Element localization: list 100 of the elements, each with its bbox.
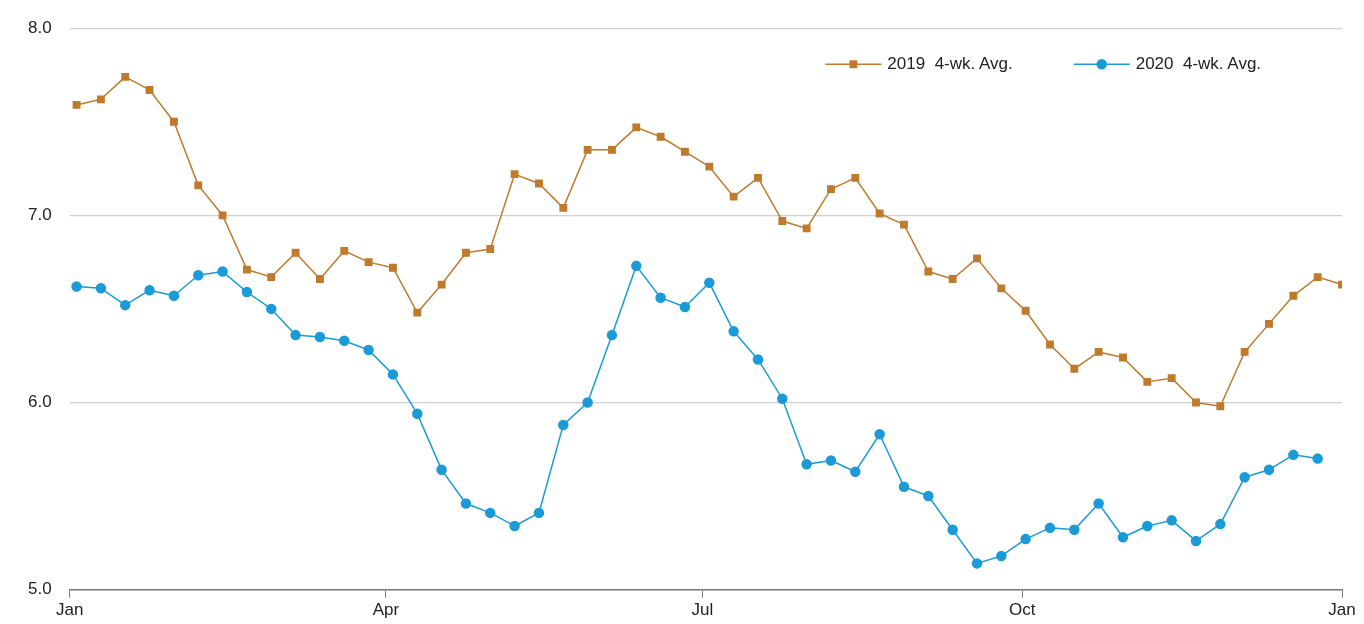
point — [1239, 472, 1250, 483]
point — [71, 281, 82, 292]
point — [997, 284, 1006, 293]
point — [193, 269, 204, 281]
point — [120, 299, 131, 311]
point — [1263, 464, 1275, 476]
point — [802, 224, 811, 233]
point — [460, 498, 472, 509]
point — [389, 263, 397, 272]
point — [947, 524, 958, 535]
point — [314, 331, 326, 343]
point — [898, 481, 910, 492]
point — [340, 246, 349, 255]
point — [145, 86, 154, 94]
point — [778, 217, 787, 225]
point — [486, 245, 495, 253]
point — [729, 192, 738, 201]
legend-label: 2019 4-wk. Avg. — [887, 53, 1013, 73]
legend-label: 2020 4-wk. Avg. — [1135, 53, 1262, 73]
point — [1192, 398, 1200, 407]
point — [705, 162, 714, 171]
point — [681, 147, 689, 156]
point — [1020, 533, 1031, 545]
point — [290, 329, 301, 341]
y-tick-label: 8.0 — [27, 17, 52, 37]
point — [1240, 348, 1249, 356]
point — [144, 284, 155, 296]
point — [169, 117, 178, 126]
point — [316, 275, 324, 283]
y-tick-label: 5.0 — [27, 579, 52, 599]
point — [1216, 402, 1225, 411]
point — [462, 248, 470, 257]
point — [874, 429, 885, 440]
point — [1119, 353, 1127, 362]
point — [533, 507, 545, 519]
point — [679, 301, 691, 313]
point — [1069, 524, 1080, 535]
point — [996, 550, 1007, 562]
point — [485, 507, 496, 519]
point — [827, 185, 835, 194]
point — [1289, 291, 1298, 300]
point — [1070, 364, 1079, 373]
point — [851, 173, 860, 182]
y-tick-label: 7.0 — [27, 205, 52, 225]
point — [875, 209, 884, 218]
point — [1093, 498, 1104, 509]
x-tick-label: Apr — [372, 600, 400, 620]
x-tick-label: Jul — [691, 600, 714, 620]
point — [1312, 453, 1323, 464]
point — [72, 100, 81, 109]
point — [218, 211, 227, 220]
x-tick-label: Jan — [55, 600, 84, 620]
point — [583, 145, 592, 154]
point — [121, 72, 130, 81]
point — [1143, 377, 1152, 386]
point — [1117, 531, 1129, 543]
point — [631, 260, 642, 272]
point — [364, 258, 373, 267]
point — [412, 408, 423, 419]
point — [291, 248, 300, 257]
point — [243, 265, 251, 274]
point — [608, 145, 616, 154]
point — [387, 369, 399, 380]
point — [436, 464, 447, 476]
point — [217, 266, 228, 277]
point — [923, 490, 934, 502]
point — [704, 277, 715, 288]
point — [801, 458, 812, 470]
point — [437, 280, 446, 289]
point — [535, 179, 543, 188]
point — [606, 329, 618, 341]
point — [1021, 306, 1030, 315]
point — [168, 290, 180, 302]
point — [1046, 340, 1054, 349]
point — [1142, 520, 1153, 532]
point — [558, 419, 569, 431]
point — [1166, 515, 1177, 526]
point — [582, 397, 593, 408]
point — [655, 292, 666, 303]
point — [509, 520, 520, 532]
point — [559, 203, 568, 212]
point — [825, 455, 837, 466]
point — [656, 132, 665, 141]
point — [413, 308, 422, 317]
point — [1044, 522, 1056, 534]
point — [241, 286, 253, 298]
point — [900, 220, 908, 229]
point — [752, 354, 764, 365]
point — [1288, 449, 1299, 461]
point — [728, 326, 739, 337]
y-tick-label: 6.0 — [27, 392, 52, 412]
x-tick-label: Jan — [1328, 600, 1356, 620]
point — [339, 335, 350, 346]
point — [754, 173, 762, 182]
point — [96, 95, 105, 104]
point — [1265, 319, 1273, 328]
point — [632, 123, 641, 132]
point — [973, 254, 981, 263]
x-tick-label: Oct — [1008, 600, 1036, 620]
point — [363, 344, 374, 356]
